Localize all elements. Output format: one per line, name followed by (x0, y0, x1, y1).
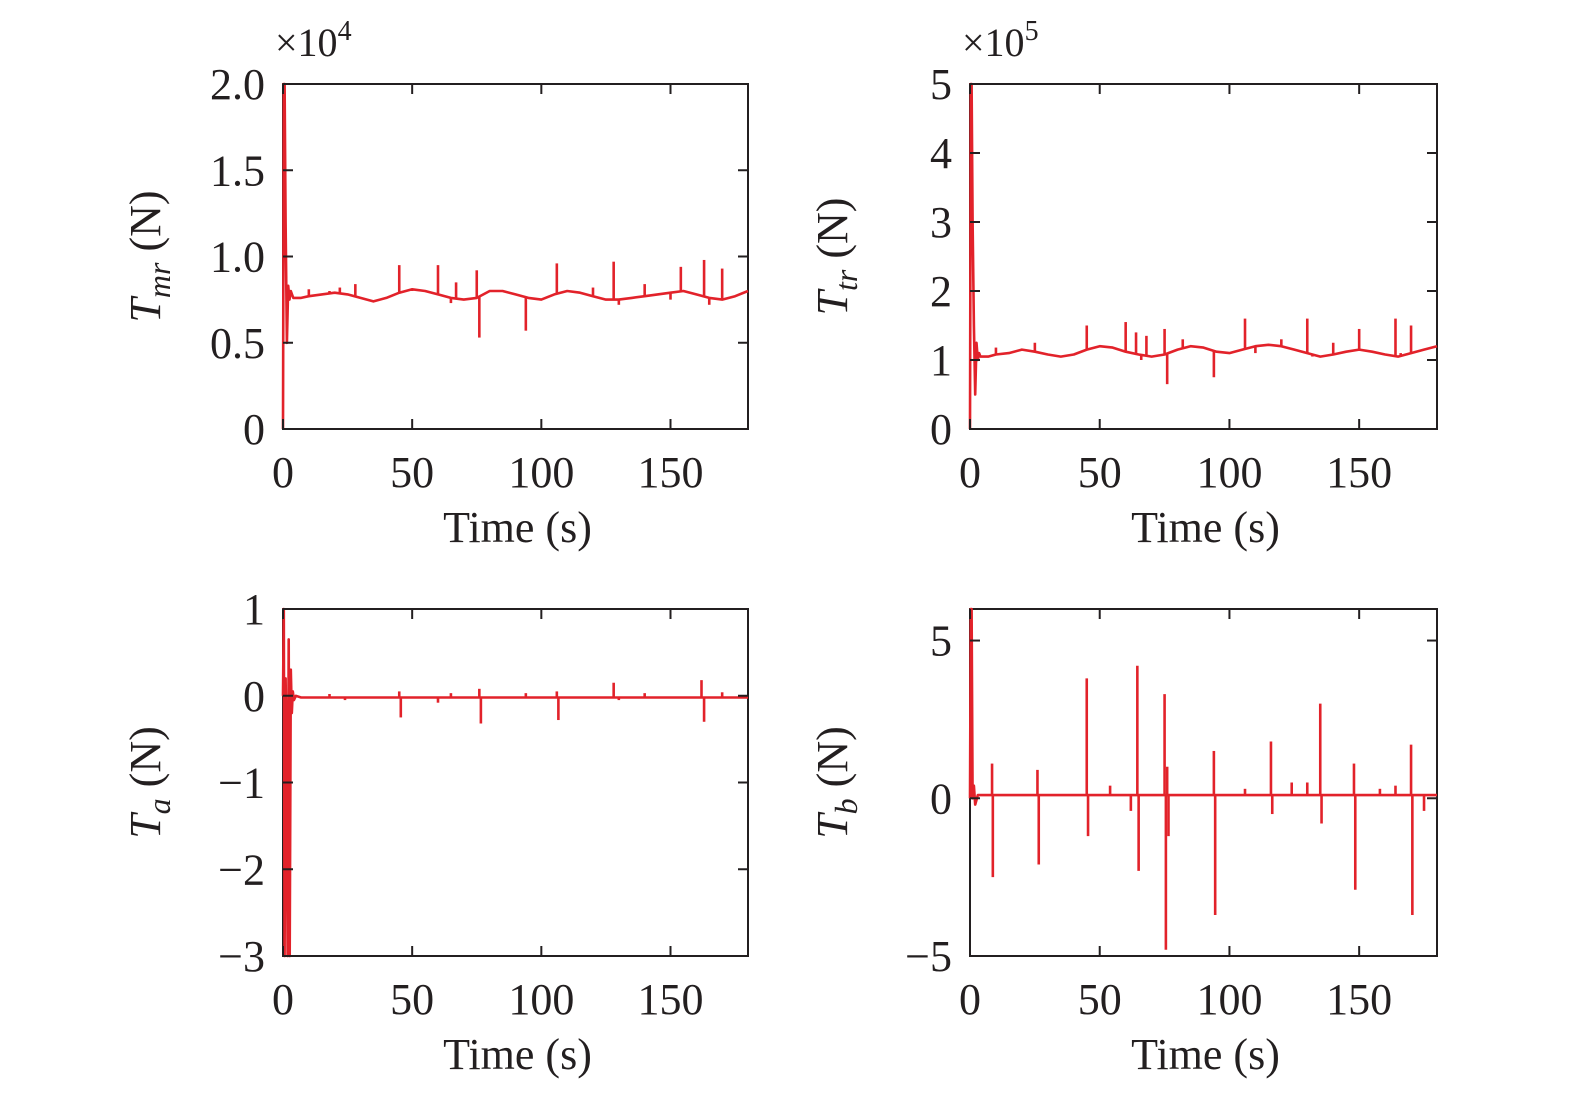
y-axis-symbol: T (808, 287, 857, 315)
y-axis-subscript: a (141, 798, 177, 814)
y-axis-unit: (N) (808, 198, 857, 270)
y-axis-title: Ta (N) (121, 726, 177, 839)
y-tick-label: 5 (930, 60, 952, 109)
y-tick-label: 0 (243, 672, 265, 721)
x-tick-label: 100 (1196, 975, 1262, 1024)
y-tick-label: 2.0 (210, 60, 265, 109)
x-tick-label: 150 (1326, 975, 1392, 1024)
x-tick-label: 0 (959, 975, 981, 1024)
x-tick-label: 100 (508, 975, 574, 1024)
y-tick-label: 1 (930, 336, 952, 385)
x-axis-title: Time (s) (443, 1030, 592, 1079)
y-tick-label: 2 (930, 267, 952, 316)
x-tick-label: 150 (1326, 448, 1392, 497)
y-tick-label: −2 (218, 845, 265, 894)
x-tick-label: 50 (390, 448, 434, 497)
y-tick-label: 1.0 (210, 233, 265, 282)
multiplier-exponent: 5 (1025, 16, 1039, 47)
chart-panel-ta: 0 50 100 150 −3 −2 −1 0 1 Time (s) Ta (N) (121, 585, 749, 1079)
axis-multiplier: ×105 (962, 16, 1039, 65)
y-tick-label: 0 (930, 405, 952, 454)
x-tick-label: 150 (638, 975, 704, 1024)
x-tick-label: 50 (390, 975, 434, 1024)
y-axis-subscript: tr (828, 269, 864, 291)
multiplier-base: ×10 (962, 20, 1025, 65)
x-tick-label: 0 (272, 975, 294, 1024)
y-axis-subscript: mr (141, 262, 177, 298)
y-tick-label: −5 (905, 932, 952, 981)
y-axis-unit: (N) (808, 726, 857, 798)
chart-panel-tmr: 0 50 100 150 0 0.5 1.0 1.5 2.0 Time (s) Tmr (N) ×10… (121, 16, 749, 552)
y-axis-symbol: T (121, 811, 170, 839)
plot-frame (969, 83, 1438, 430)
x-tick-label: 50 (1078, 448, 1122, 497)
x-tick-label: 100 (508, 448, 574, 497)
series-line (968, 607, 1437, 806)
x-axis-title: Time (s) (1131, 1030, 1280, 1079)
y-tick-label: −3 (218, 932, 265, 981)
x-tick-label: 100 (1196, 448, 1262, 497)
y-axis-unit: (N) (121, 726, 170, 798)
x-tick-label: 0 (272, 448, 294, 497)
x-axis-title: Time (s) (1131, 503, 1280, 552)
series-line (281, 82, 749, 430)
y-tick-label: 1.5 (210, 146, 265, 195)
y-tick-label: 0 (930, 774, 952, 823)
y-tick-label: 1 (243, 585, 265, 634)
plot-frame (282, 83, 749, 430)
y-tick-label: 4 (930, 129, 952, 178)
y-axis-title: Tmr (N) (121, 190, 177, 322)
y-axis-title: Ttr (N) (808, 198, 864, 316)
y-tick-label: 0 (243, 405, 265, 454)
y-axis-symbol: T (808, 811, 857, 839)
chart-panel-ttr: 0 50 100 150 0 1 2 3 4 5 Time (s) Ttr (N) ×105 (808, 16, 1438, 552)
x-tick-label: 50 (1078, 975, 1122, 1024)
y-tick-label: 0.5 (210, 319, 265, 368)
plot-frame (282, 608, 749, 957)
x-tick-label: 0 (959, 448, 981, 497)
y-tick-label: −1 (218, 759, 265, 808)
y-tick-label: 5 (930, 617, 952, 666)
multiplier-base: ×10 (275, 20, 338, 65)
y-tick-label: 3 (930, 198, 952, 247)
plot-frame (969, 608, 1438, 957)
multiplier-exponent: 4 (338, 16, 352, 47)
series-line (968, 82, 1438, 430)
x-axis-title: Time (s) (443, 503, 592, 552)
series-line (281, 607, 748, 958)
y-axis-title: Tb (N) (808, 726, 864, 839)
y-axis-subscript: b (828, 798, 864, 814)
axis-multiplier: ×104 (275, 16, 352, 65)
y-axis-unit: (N) (121, 190, 170, 262)
y-axis-symbol: T (121, 295, 170, 323)
x-tick-label: 150 (638, 448, 704, 497)
